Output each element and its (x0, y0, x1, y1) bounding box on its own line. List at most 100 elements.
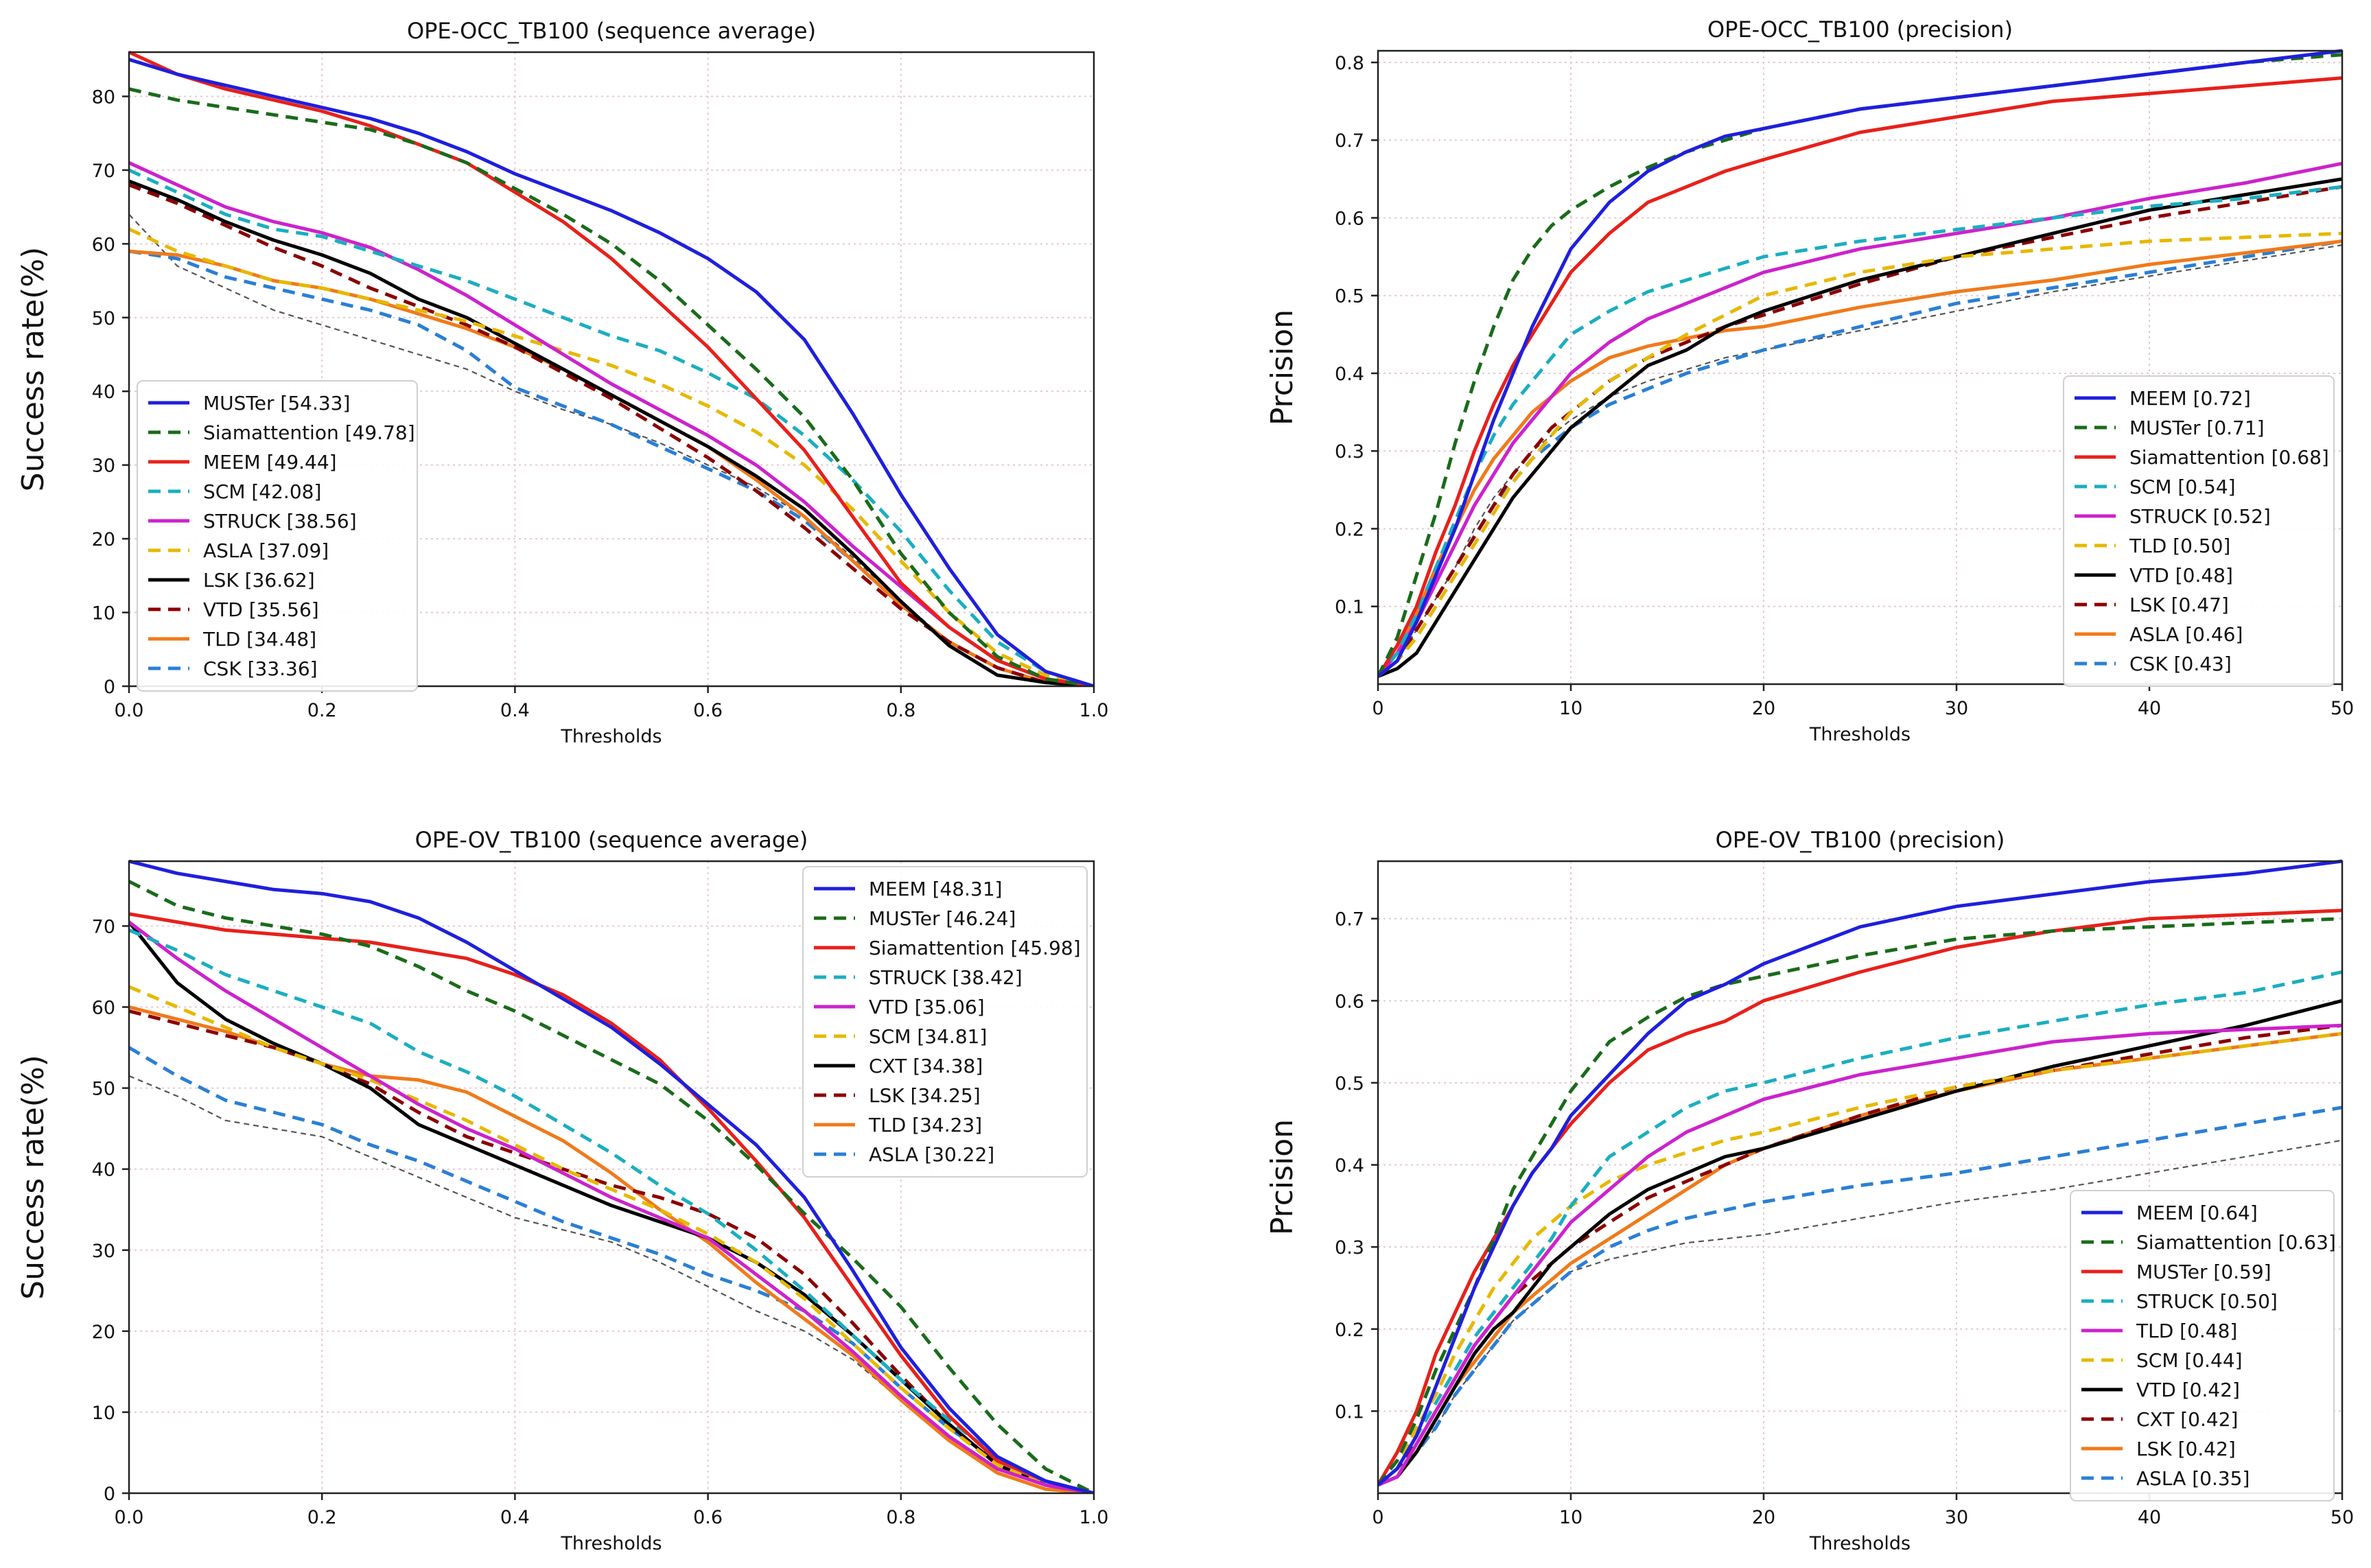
chart-3-x-tick-label: 1.0 (1079, 1507, 1109, 1528)
chart-2-y-tick-label: 0.3 (1335, 441, 1364, 463)
chart-4-x-tick-label: 10 (1559, 1507, 1582, 1528)
chart-4-x-tick-label: 0 (1372, 1507, 1383, 1528)
chart-3-y-tick-label: 10 (92, 1403, 115, 1424)
chart-3-y-tick-label: 0 (104, 1484, 115, 1505)
chart-4-title: OPE-OV_TB100 (precision) (1716, 827, 2005, 853)
chart-1-series-muster (129, 58, 1094, 686)
chart-3-series-struck (129, 928, 1094, 1493)
chart-3-series-meem (129, 859, 1094, 1493)
chart-1-x-tick-label: 0.8 (886, 700, 915, 721)
chart-1-x-tick-label: 0.4 (500, 700, 530, 721)
chart-3-series-cxt (129, 921, 1094, 1493)
chart-4-series-group (1378, 859, 2342, 1487)
chart-3-y-tick-label: 20 (92, 1322, 115, 1343)
chart-2-legend-label-muster: MUSTer [0.71] (2129, 417, 2265, 439)
chart-3-legend-label-struck: STRUCK [38.42] (869, 966, 1023, 989)
chart-4-legend-label-tld: TLD [0.48] (2136, 1320, 2237, 1342)
chart-2-legend-label-meem: MEEM [0.72] (2129, 387, 2251, 410)
chart-1-series-siamattention (129, 87, 1094, 686)
chart-2: 0 10 20 30 40 50 0.1 0.2 0.3 0.4 0.5 0.6 0.7 0.8 OPE-O… (1265, 16, 2354, 745)
chart-1-series-meem (129, 50, 1094, 686)
chart-3-legend-label-scm: SCM [34.81] (869, 1025, 987, 1048)
chart-2-series-csk (1378, 239, 2342, 678)
chart-2-y-axis-label: Prcision (1265, 309, 1300, 425)
chart-4-legend-label-muster: MUSTer [0.59] (2136, 1261, 2271, 1283)
chart-3-legend-label-lsk: LSK [34.25] (869, 1084, 981, 1107)
chart-2-series-unlabeled-gray (1378, 244, 2342, 677)
chart-1-axes-frame (128, 51, 1095, 688)
chart-3-y-tick-label: 60 (92, 998, 115, 1019)
chart-2-legend-label-siamattention: Siamattention [0.68] (2129, 446, 2329, 469)
chart-2-legend-label-scm: SCM [0.54] (2129, 476, 2236, 498)
chart-4: 0 10 20 30 40 50 0.1 0.2 0.3 0.4 0.5 0.6 0.7 OPE-OV_T… (1265, 827, 2354, 1554)
chart-1-y-tick-label: 10 (92, 603, 115, 624)
chart-2-series-vtd (1378, 177, 2342, 679)
chart-4-legend-label-vtd: VTD [0.42] (2136, 1379, 2240, 1401)
chart-4-x-tick-label: 20 (1752, 1507, 1775, 1528)
chart-4-series-muster (1378, 909, 2342, 1486)
chart-3-series-muster (129, 880, 1094, 1493)
chart-1-y-axis-label: Success rate(%) (16, 247, 51, 492)
chart-2-x-tick-label: 10 (1559, 698, 1582, 719)
chart-1-x-tick-label: 0.6 (693, 700, 723, 721)
chart-3-title: OPE-OV_TB100 (sequence average) (415, 827, 808, 853)
chart-3-series-siamattention (129, 912, 1094, 1493)
chart-4-legend-label-cxt: CXT [0.42] (2136, 1408, 2238, 1431)
chart-2-y-tick-label: 0.8 (1335, 53, 1364, 74)
chart-4-series-meem (1378, 859, 2342, 1486)
chart-2-series-lsk (1378, 185, 2342, 678)
chart-1-legend-label-asla: ASLA [37.09] (203, 539, 329, 562)
chart-1-legend-label-tld: TLD [34.48] (202, 628, 316, 651)
chart-3-legend-label-siamattention: Siamattention [45.98] (869, 937, 1081, 959)
chart-1-x-tick-label: 0.2 (307, 700, 337, 721)
chart-2-title: OPE-OCC_TB100 (precision) (1707, 16, 2013, 43)
chart-4-series-struck (1378, 970, 2342, 1486)
chart-4-x-axis-label: Thresholds (1809, 1533, 1911, 1554)
chart-1-legend-label-meem: MEEM [49.44] (203, 451, 337, 473)
chart-1-y-tick-label: 80 (92, 86, 115, 108)
chart-3-legend-label-vtd: VTD [35.06] (869, 996, 985, 1018)
chart-2-y-tick-label: 0.5 (1335, 286, 1364, 307)
chart-2-x-tick-label: 30 (1945, 698, 1968, 719)
chart-1-y-tick-label: 0 (104, 677, 115, 698)
chart-1-y-tick-label: 20 (92, 529, 115, 550)
chart-1-legend-label-muster: MUSTer [54.33] (203, 392, 350, 414)
chart-1-x-tick-label: 0.0 (115, 700, 144, 721)
chart-2-x-tick-label: 50 (2331, 698, 2354, 719)
chart-4-legend-label-lsk: LSK [0.42] (2136, 1438, 2236, 1460)
chart-4-y-tick-label: 0.6 (1335, 991, 1364, 1012)
chart-1-x-tick-label: 1.0 (1079, 700, 1109, 721)
chart-2-legend-label-vtd: VTD [0.48] (2129, 564, 2233, 587)
chart-2-series-meem (1378, 49, 2342, 678)
chart-3-x-tick-label: 0.6 (693, 1507, 723, 1528)
chart-3-legend-label-asla: ASLA [30.22] (869, 1143, 994, 1166)
chart-3-legend: MEEM [48.31] MUSTer [46.24] Siamattention … (802, 866, 1088, 1178)
chart-3-legend-label-meem: MEEM [48.31] (869, 878, 1003, 900)
chart-1: 0.0 0.2 0.4 0.6 0.8 1.0 0 10 20 30 40 50 60 70 80 OPE-O… (16, 18, 1108, 747)
chart-2-legend-box (2063, 375, 2335, 687)
chart-3-legend-box (802, 866, 1088, 1178)
chart-1-legend-label-vtd: VTD [35.56] (203, 598, 319, 621)
chart-2-legend-label-tld: TLD [0.50] (2129, 535, 2230, 557)
chart-3: 0.0 0.2 0.4 0.6 0.8 1.0 0 10 20 30 40 50 60 70 OPE-OV_… (16, 827, 1108, 1554)
chart-2-series-tld (1378, 231, 2342, 678)
chart-3-y-tick-label: 50 (92, 1079, 115, 1100)
chart-3-legend-label-cxt: CXT [34.38] (869, 1055, 983, 1077)
chart-4-legend-label-siamattention: Siamattention [0.63] (2136, 1231, 2336, 1254)
chart-4-series-tld (1378, 1023, 2342, 1487)
chart-3-y-tick-label: 40 (92, 1160, 115, 1181)
chart-1-series-asla (129, 227, 1094, 686)
chart-4-y-tick-label: 0.1 (1335, 1401, 1364, 1423)
chart-4-series-unlabeled-gray (1378, 1139, 2342, 1486)
chart-1-y-tick-label: 40 (92, 382, 115, 403)
chart-4-y-tick-label: 0.4 (1335, 1156, 1364, 1177)
chart-3-x-tick-label: 0.0 (115, 1507, 144, 1528)
chart-1-legend-label-scm: SCM [42.08] (203, 480, 321, 503)
chart-1-series-group (129, 50, 1094, 686)
chart-4-series-asla (1378, 1105, 2342, 1487)
chart-2-y-tick-label: 0.4 (1335, 364, 1364, 385)
chart-2-axes-frame (1377, 49, 2344, 686)
chart-4-legend-box (2070, 1190, 2335, 1501)
